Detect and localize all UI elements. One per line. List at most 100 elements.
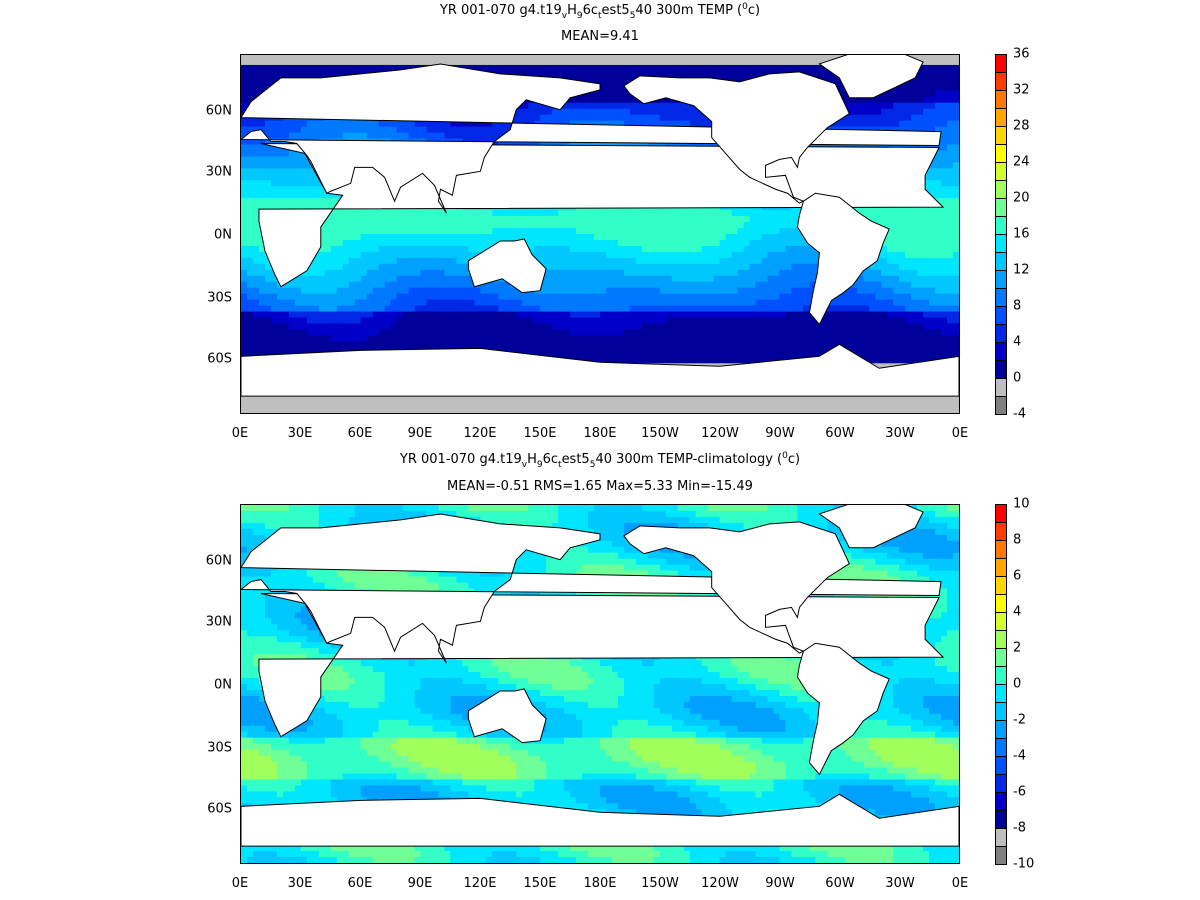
field-cell <box>947 120 954 128</box>
field-cell <box>576 210 583 217</box>
field-cell <box>929 96 936 104</box>
field-cell <box>241 102 248 110</box>
field-cell <box>761 251 769 259</box>
field-cell <box>911 293 918 301</box>
field-cell <box>743 281 751 289</box>
field-cell <box>881 114 888 122</box>
field-cell <box>420 287 427 295</box>
field-cell <box>462 263 469 271</box>
field-cell <box>785 251 792 259</box>
field-cell <box>629 222 637 229</box>
field-cell <box>570 239 577 247</box>
field-cell <box>306 263 314 271</box>
field-cell <box>282 72 290 80</box>
field-cell <box>282 204 290 211</box>
field-cell <box>354 275 362 283</box>
field-cell <box>450 126 457 134</box>
field-cell <box>258 78 266 86</box>
field-cell <box>246 156 254 163</box>
field-cell <box>414 216 421 223</box>
field-cell <box>857 96 864 104</box>
field-cell <box>402 251 410 259</box>
field-cell <box>241 269 248 277</box>
field-cell <box>588 108 595 116</box>
field-cell <box>324 216 332 223</box>
field-cell <box>546 228 553 235</box>
field-cell <box>887 102 894 110</box>
field-cell <box>899 245 906 253</box>
field-cell <box>941 269 948 277</box>
field-cell <box>390 299 398 307</box>
field-cell <box>396 132 404 140</box>
field-cell <box>605 72 613 80</box>
field-cell <box>468 251 475 259</box>
field-cell <box>384 228 392 235</box>
field-cell <box>564 281 571 289</box>
field-cell <box>707 257 715 265</box>
field-cell <box>677 245 685 253</box>
field-cell <box>893 210 900 217</box>
field-cell <box>600 281 607 289</box>
field-cell <box>701 263 709 271</box>
field-cell <box>725 66 733 74</box>
field-cell <box>683 257 691 265</box>
field-cell <box>659 263 667 271</box>
field-cell <box>294 192 302 199</box>
field-cell <box>737 216 745 223</box>
field-cell <box>677 114 685 122</box>
field-cell <box>617 216 625 223</box>
field-cell <box>252 263 260 271</box>
field-cell <box>743 263 751 271</box>
field-cell <box>731 245 739 253</box>
field-cell <box>611 263 619 271</box>
field-cell <box>384 293 392 301</box>
field-cell <box>258 263 266 271</box>
field-cell <box>354 210 362 217</box>
field-cell <box>929 269 936 277</box>
field-cell <box>743 222 751 229</box>
field-cell <box>785 216 792 223</box>
field-cell <box>887 239 894 247</box>
field-cell <box>444 251 451 259</box>
field-cell <box>797 257 804 265</box>
field-cell <box>246 269 254 277</box>
field-cell <box>246 66 254 74</box>
field-cell <box>863 287 870 295</box>
field-cell <box>246 222 254 229</box>
field-cell <box>402 210 410 217</box>
field-cell <box>629 216 637 223</box>
field-cell <box>953 168 959 175</box>
field-cell <box>695 269 703 277</box>
field-cell <box>504 281 511 289</box>
field-cell <box>546 293 553 301</box>
field-cell <box>594 72 601 80</box>
field-cell <box>935 281 942 289</box>
field-cell <box>354 245 362 253</box>
field-cell <box>432 245 439 253</box>
field-cell <box>911 108 918 116</box>
field-cell <box>570 66 577 74</box>
field-cell <box>605 281 613 289</box>
field-cell <box>947 156 954 163</box>
field-cell <box>857 293 864 301</box>
field-cell <box>504 210 511 217</box>
field-cell <box>785 275 792 283</box>
field-cell <box>480 239 487 247</box>
field-cell <box>438 287 445 295</box>
field-cell <box>803 287 810 295</box>
field-cell <box>947 234 954 241</box>
field-cell <box>623 275 631 283</box>
field-cell <box>564 102 571 110</box>
field-cell <box>737 269 745 277</box>
field-cell <box>773 293 780 301</box>
field-cell <box>881 239 888 247</box>
field-cell <box>312 287 320 295</box>
field-cell <box>767 275 775 283</box>
field-cell <box>737 234 745 241</box>
field-cell <box>252 150 260 157</box>
field-cell <box>701 210 709 217</box>
field-cell <box>899 96 906 104</box>
field-cell <box>947 96 954 104</box>
field-cell <box>611 114 619 122</box>
field-cell <box>851 108 858 116</box>
